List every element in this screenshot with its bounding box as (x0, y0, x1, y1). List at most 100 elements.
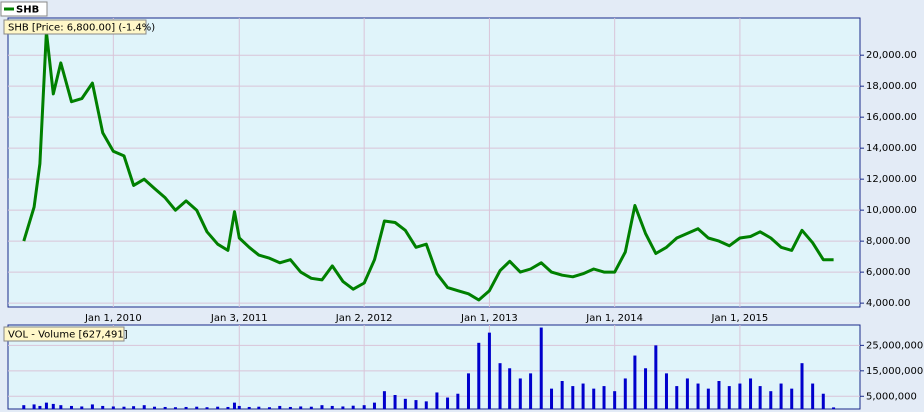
volume-bar (320, 405, 324, 409)
volume-bar (142, 405, 146, 409)
volume-bar (685, 378, 689, 409)
volume-bar (309, 406, 313, 409)
volume-bar (372, 402, 376, 409)
volume-label-box (3, 326, 125, 342)
volume-bar (424, 401, 428, 409)
y-tick-label: 6,000.00 (866, 267, 911, 278)
volume-bar (571, 386, 575, 409)
volume-bar (32, 404, 36, 409)
volume-bar (267, 407, 271, 409)
volume-bar (173, 407, 177, 409)
volume-bar (299, 406, 303, 409)
volume-bar (51, 403, 55, 409)
volume-bar (111, 406, 115, 409)
volume-bar (80, 406, 84, 409)
volume-label: VOL - Volume [627,491] (8, 330, 128, 341)
volume-bar (132, 406, 136, 409)
volume-bar (633, 355, 637, 409)
volume-bar (706, 388, 710, 409)
y-tick-label: 10,000.00 (866, 205, 917, 216)
y-tick-label: 25,000,000 (866, 340, 923, 351)
volume-bar (644, 368, 648, 409)
volume-bar (232, 402, 236, 409)
volume-bar (216, 406, 220, 409)
volume-bar (351, 405, 355, 409)
volume-bar (247, 406, 251, 409)
volume-bar (832, 407, 836, 409)
volume-bar (727, 386, 731, 409)
volume-bar (122, 406, 126, 409)
volume-bar (446, 397, 450, 409)
legend-label: SHB (16, 5, 39, 16)
y-tick-label: 4,000.00 (866, 298, 911, 309)
volume-bar (237, 405, 241, 409)
price-panel (7, 17, 861, 308)
x-tick-label: Jan 1, 2010 (84, 313, 142, 324)
volume-bar (278, 405, 282, 409)
volume-bar (59, 405, 63, 409)
volume-bar (800, 363, 804, 409)
volume-bar (738, 383, 742, 409)
price-label: SHB [Price: 6,800.00] (-1.4%) (8, 23, 155, 34)
volume-bar (90, 404, 94, 409)
y-tick-label: 15,000,000 (866, 366, 923, 377)
volume-bar (477, 342, 481, 409)
volume-bar (675, 386, 679, 409)
volume-bar (696, 383, 700, 409)
volume-bar (654, 345, 658, 409)
price-label-box (3, 19, 147, 35)
volume-bar (288, 406, 292, 409)
volume-bar (456, 393, 460, 409)
volume-bar (44, 402, 48, 409)
volume-bar (508, 368, 512, 409)
volume-bar (613, 391, 617, 409)
price-line (22, 30, 834, 302)
y-tick-label: 14,000.00 (866, 143, 917, 154)
volume-bar (487, 332, 491, 409)
volume-bar (226, 406, 230, 409)
y-tick-label: 8,000.00 (866, 236, 911, 247)
x-tick-label: Jan 3, 2011 (210, 313, 268, 324)
volume-bar (518, 378, 522, 409)
y-tick-label: 12,000.00 (866, 174, 917, 185)
volume-bar (341, 406, 345, 409)
volume-bar (811, 383, 815, 409)
volume-bar (205, 407, 209, 409)
volume-bar (623, 378, 627, 409)
volume-bar (403, 398, 407, 409)
volume-bar (195, 406, 199, 409)
volume-bar (717, 381, 721, 409)
volume-bar (560, 381, 564, 409)
volume-bar (393, 395, 397, 409)
x-tick-label: Jan 1, 2014 (585, 313, 643, 324)
volume-bar (529, 373, 533, 409)
volume-bar (790, 388, 794, 409)
y-tick-label: 16,000.00 (866, 112, 917, 123)
volume-bar (581, 383, 585, 409)
volume-bar (163, 406, 167, 409)
volume-bar (382, 391, 386, 409)
volume-bar (257, 406, 261, 409)
volume-bar (69, 405, 73, 409)
volume-bar (184, 406, 188, 409)
y-tick-label: 5,000,000 (866, 391, 917, 402)
volume-bar (550, 388, 554, 409)
volume-bar (414, 400, 418, 409)
volume-bar (38, 405, 42, 409)
volume-bar (539, 327, 543, 409)
volume-bar (769, 391, 773, 409)
volume-bar (821, 393, 825, 409)
volume-bar (435, 392, 439, 409)
volume-bar (153, 406, 157, 409)
volume-bar (362, 405, 366, 409)
volume-bar (330, 405, 334, 409)
volume-bar (779, 383, 783, 409)
volume-bar (749, 378, 753, 409)
volume-bar (758, 386, 762, 409)
x-tick-label: Jan 1, 2013 (460, 313, 518, 324)
volume-bar (22, 405, 26, 409)
volume-bar (101, 405, 105, 409)
y-tick-label: 20,000.00 (866, 50, 917, 61)
